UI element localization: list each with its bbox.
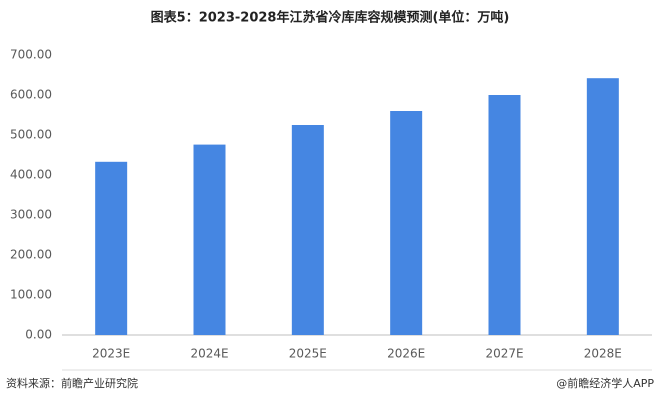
y-tick-label: 600.00 [10,88,52,102]
y-tick-label: 100.00 [10,288,52,302]
bar [488,95,521,335]
x-tick-label: 2027E [485,347,523,361]
y-tick-label: 200.00 [10,248,52,262]
chart-title: 图表5：2023-2028年江苏省冷库库容规模预测(单位：万吨) [151,10,510,26]
x-tick-label: 2028E [584,347,622,361]
bar [95,161,128,335]
credit: @前瞻经济学人APP [556,376,654,390]
bar [390,111,423,335]
y-tick-label: 500.00 [10,128,52,142]
x-tick-label: 2024E [190,347,228,361]
source: 资料来源：前瞻产业研究院 [6,376,138,390]
y-tick-label: 300.00 [10,208,52,222]
bar [291,125,324,335]
bar [586,78,619,335]
y-tick-label: 400.00 [10,168,52,182]
x-tick-label: 2026E [387,347,425,361]
x-tick-label: 2025E [289,347,327,361]
x-tick-label: 2023E [92,347,130,361]
y-tick-label: 0.00 [25,328,52,342]
bar [193,144,226,335]
y-tick-label: 700.00 [10,48,52,62]
